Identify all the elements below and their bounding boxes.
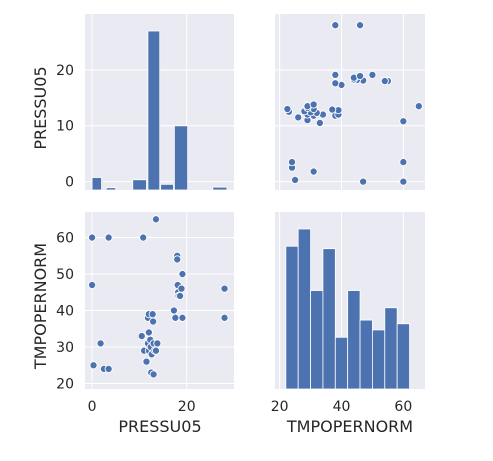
histogram-bar xyxy=(161,184,174,190)
scatter-point xyxy=(288,158,295,165)
scatter-point xyxy=(140,234,147,241)
scatter-point xyxy=(178,285,185,292)
scatter-point xyxy=(149,311,156,318)
y-tick-label: 0 xyxy=(65,175,74,191)
y-tick-label: 20 xyxy=(56,63,74,79)
scatter-point xyxy=(152,216,159,223)
histogram-bar xyxy=(323,249,335,389)
y-tick-label: 30 xyxy=(56,340,74,356)
x-tick-label: 40 xyxy=(333,399,351,415)
x-tick-label: 20 xyxy=(271,399,289,415)
scatter-point xyxy=(400,118,407,125)
scatter-point xyxy=(145,329,152,336)
scatter-point xyxy=(332,71,339,78)
scatter-point xyxy=(143,358,150,365)
hist-tmpopernorm-panel xyxy=(275,212,425,389)
scatter-point xyxy=(154,340,161,347)
hist-pressu05-panel xyxy=(85,14,234,190)
scatter-point xyxy=(329,106,336,113)
histogram-bar xyxy=(348,291,360,389)
histogram-bar xyxy=(335,337,347,389)
y-axis-label-bottom: TMPOPERNORM xyxy=(31,243,50,370)
scatter-point xyxy=(176,292,183,299)
scatter-point xyxy=(97,340,104,347)
scatter-point xyxy=(284,105,291,112)
x-axis-label-right: TMPOPERNORM xyxy=(286,417,413,436)
histogram-bar xyxy=(174,126,187,190)
y-tick-label: 10 xyxy=(56,119,74,135)
scatter-point xyxy=(356,72,363,79)
scatter-point xyxy=(356,22,363,29)
scatter-point xyxy=(150,318,157,325)
x-tick-label: 20 xyxy=(178,399,196,415)
scatter-point xyxy=(105,365,112,372)
y-tick-label: 40 xyxy=(56,304,74,320)
scatter-point xyxy=(415,103,422,110)
x-tick-label: 60 xyxy=(394,399,412,415)
scatter-point xyxy=(292,176,299,183)
y-tick-label: 60 xyxy=(56,231,74,247)
histogram-bar xyxy=(286,246,298,389)
y-tick-label: 50 xyxy=(56,267,74,283)
scatter-point xyxy=(90,362,97,369)
scatter-point xyxy=(221,285,228,292)
scatter-point xyxy=(150,371,157,378)
scatter-point xyxy=(88,234,95,241)
histogram-bar xyxy=(385,308,397,389)
scatter-point xyxy=(400,178,407,185)
scatter-tmpopernorm-vs-pressu05-panel xyxy=(85,212,234,389)
histogram-bar xyxy=(298,229,310,389)
histogram-bar xyxy=(92,178,101,190)
scatter-point xyxy=(310,168,317,175)
histogram-bar xyxy=(372,330,384,389)
scatter-point xyxy=(400,158,407,165)
scatter-point xyxy=(88,281,95,288)
y-axis-label-top: PRESSU05 xyxy=(31,66,50,149)
x-axis-label-left: PRESSU05 xyxy=(118,417,201,436)
scatter-point xyxy=(174,256,181,263)
scatter-point xyxy=(310,101,317,108)
scatter-point xyxy=(381,77,388,84)
scatter-point xyxy=(179,270,186,277)
scatter-point xyxy=(138,332,145,339)
histogram-bar xyxy=(311,291,323,389)
histogram-bar xyxy=(213,187,227,190)
scatter-point xyxy=(332,80,339,87)
scatter-point xyxy=(105,234,112,241)
histogram-bar xyxy=(133,180,147,190)
x-tick-label: 0 xyxy=(88,399,97,415)
scatter-point xyxy=(172,314,179,321)
scatter-point xyxy=(179,314,186,321)
scatter-point xyxy=(369,71,376,78)
scatter-pressu05-vs-tmpopernorm-panel xyxy=(275,14,425,190)
scatter-point xyxy=(295,114,302,121)
scatter-point xyxy=(332,22,339,29)
scatter-point xyxy=(316,119,323,126)
histogram-bar xyxy=(148,31,160,190)
histogram-bar xyxy=(397,324,409,389)
histogram-bar xyxy=(106,188,115,190)
scatter-point xyxy=(221,314,228,321)
scatter-point xyxy=(360,178,367,185)
y-tick-label: 20 xyxy=(56,377,74,393)
scatter-point xyxy=(170,307,177,314)
histogram-bar xyxy=(360,320,372,389)
scatter-point xyxy=(152,347,159,354)
